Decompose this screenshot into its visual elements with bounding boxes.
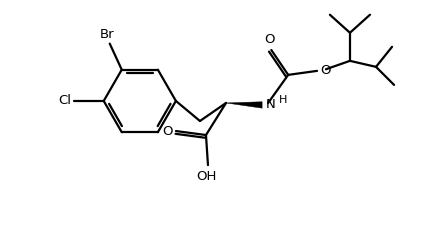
Text: O: O [162, 125, 173, 137]
Text: O: O [264, 33, 275, 46]
Text: O: O [320, 64, 331, 76]
Text: H: H [280, 95, 288, 105]
Polygon shape [226, 102, 262, 108]
Text: Br: Br [100, 28, 114, 41]
Text: N: N [265, 98, 275, 112]
Text: OH: OH [196, 170, 216, 183]
Text: Cl: Cl [59, 94, 72, 107]
